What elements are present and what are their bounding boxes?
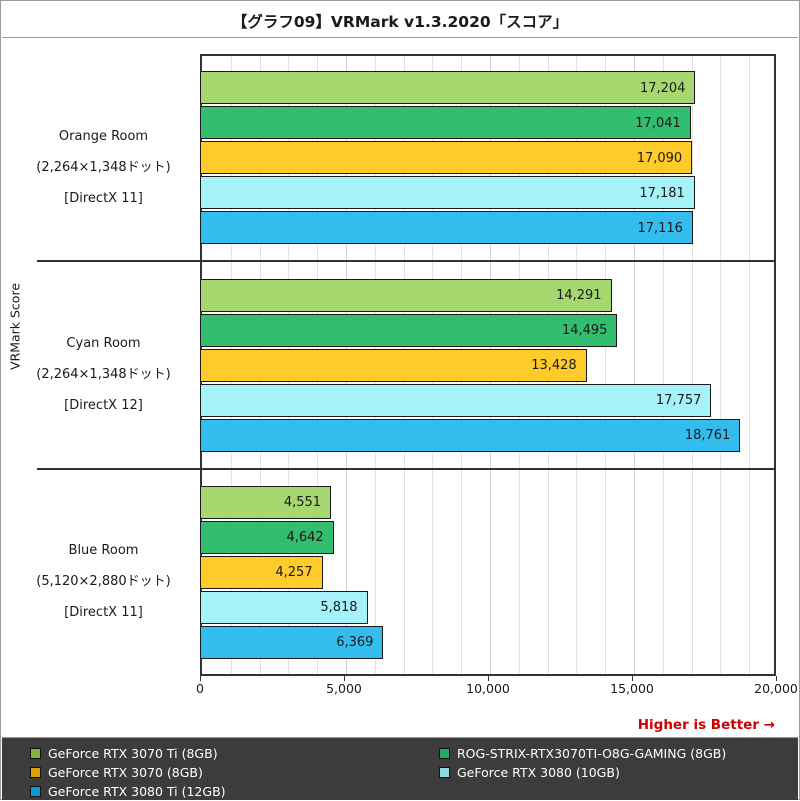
x-tick-label: 5,000 xyxy=(326,681,362,696)
legend-item[interactable]: GeForce RTX 3070 Ti (8GB) xyxy=(30,744,226,762)
legend-item[interactable]: GeForce RTX 3080 Ti (12GB) xyxy=(30,782,226,800)
bar xyxy=(200,141,693,175)
bar xyxy=(200,211,693,245)
bar xyxy=(200,590,368,624)
bar-value-label: 4,551 xyxy=(283,495,322,511)
bar-value-label: 17,204 xyxy=(639,80,686,96)
page-title: 【グラフ09】VRMark v1.3.2020「スコア」 xyxy=(231,13,569,31)
x-tick-mark-0 xyxy=(200,676,201,681)
legend-swatch-icon xyxy=(439,747,450,759)
bar-value-label: 14,291 xyxy=(556,288,602,303)
bar-value-label: 17,090 xyxy=(636,150,683,166)
bar xyxy=(200,348,587,382)
x-tick-mark-15000 xyxy=(632,676,633,681)
x-tick-label: 15,000 xyxy=(610,681,654,696)
legend-item-label: ROG-STRIX-RTX3070TI-O8G-GAMING (8GB) xyxy=(457,745,727,761)
category-label-line: Orange Room xyxy=(58,128,149,144)
bar xyxy=(200,520,334,554)
bar-value-label: 4,257 xyxy=(275,565,313,581)
bar-value-label: 17,041 xyxy=(635,115,681,131)
category-label-line: Blue Room xyxy=(68,543,139,559)
category-label-line: [DirectX 12] xyxy=(64,398,143,413)
bar xyxy=(200,485,332,519)
legend-item-label: GeForce RTX 3080 (10GB) xyxy=(457,764,620,780)
legend-item-label: GeForce RTX 3070 Ti (8GB) xyxy=(48,745,218,761)
gridline-14000 xyxy=(605,56,607,674)
legend-item-label: GeForce RTX 3070 (8GB) xyxy=(48,764,203,780)
category-label-line: [DirectX 11] xyxy=(64,605,143,621)
category-label-line: [DirectX 11] xyxy=(64,190,143,206)
legend-swatch-icon xyxy=(30,766,41,778)
legend-item[interactable]: GeForce RTX 3070 (8GB) xyxy=(30,763,226,781)
legend-column-right: ROG-STRIX-RTX3070TI-O8G-GAMING (8GB) GeFo… xyxy=(439,744,726,782)
bar xyxy=(200,625,384,659)
bar-value-label: 14,495 xyxy=(561,323,608,338)
title-divider xyxy=(2,37,798,38)
bar-value-label: 17,116 xyxy=(637,220,683,236)
x-tick-mark-10000 xyxy=(488,676,489,681)
group-separator xyxy=(37,260,776,263)
x-tick-mark-20000 xyxy=(776,676,777,681)
bar xyxy=(200,555,323,589)
legend-column-left: GeForce RTX 3070 Ti (8GB) GeForce RTX 307… xyxy=(30,744,226,801)
bar-value-label: 13,428 xyxy=(531,358,577,373)
bar xyxy=(200,71,696,105)
bar xyxy=(200,383,712,417)
x-tick-mark-5000 xyxy=(344,676,345,681)
x-tick-label: 10,000 xyxy=(466,681,510,696)
legend-swatch-icon xyxy=(30,785,41,797)
group-separator xyxy=(37,467,776,470)
bar xyxy=(200,106,691,140)
bar-value-label: 6,369 xyxy=(336,635,374,651)
category-label-line: (2,264×1,348ドット) xyxy=(36,367,171,382)
gridline-18000 xyxy=(720,56,722,674)
category-label-line: (5,120×2,880ドット) xyxy=(36,574,171,590)
gridline-15000 xyxy=(634,56,635,674)
legend-swatch-icon xyxy=(439,766,450,778)
gridline-19000 xyxy=(749,56,751,674)
legend-item[interactable]: GeForce RTX 3080 (10GB) xyxy=(439,763,726,781)
gridline-16000 xyxy=(662,56,664,674)
category-label-line: Cyan Room xyxy=(66,336,141,351)
higher-is-better-annotation: Higher is Better → xyxy=(637,717,775,733)
plot-right-border xyxy=(774,54,776,676)
bar-value-label: 18,761 xyxy=(684,428,731,443)
legend-item[interactable]: ROG-STRIX-RTX3070TI-O8G-GAMING (8GB) xyxy=(439,744,726,762)
category-label-line: (2,264×1,348ドット) xyxy=(36,159,171,175)
bar xyxy=(200,278,612,312)
bar-value-label: 17,757 xyxy=(655,393,702,408)
bar-value-label: 17,181 xyxy=(639,185,685,201)
bar-value-label: 5,818 xyxy=(320,600,358,616)
legend-item-label: GeForce RTX 3080 Ti (12GB) xyxy=(48,783,226,799)
legend-swatch-icon xyxy=(30,747,41,759)
bar-value-label: 4,642 xyxy=(286,530,324,546)
gridline-17000 xyxy=(691,56,693,674)
x-tick-label: 0 xyxy=(196,681,204,696)
bar xyxy=(200,176,695,210)
bar xyxy=(200,313,618,347)
x-tick-label: 20,000 xyxy=(754,681,798,696)
bar xyxy=(200,418,741,452)
legend: GeForce RTX 3070 Ti (8GB) GeForce RTX 307… xyxy=(2,737,798,800)
